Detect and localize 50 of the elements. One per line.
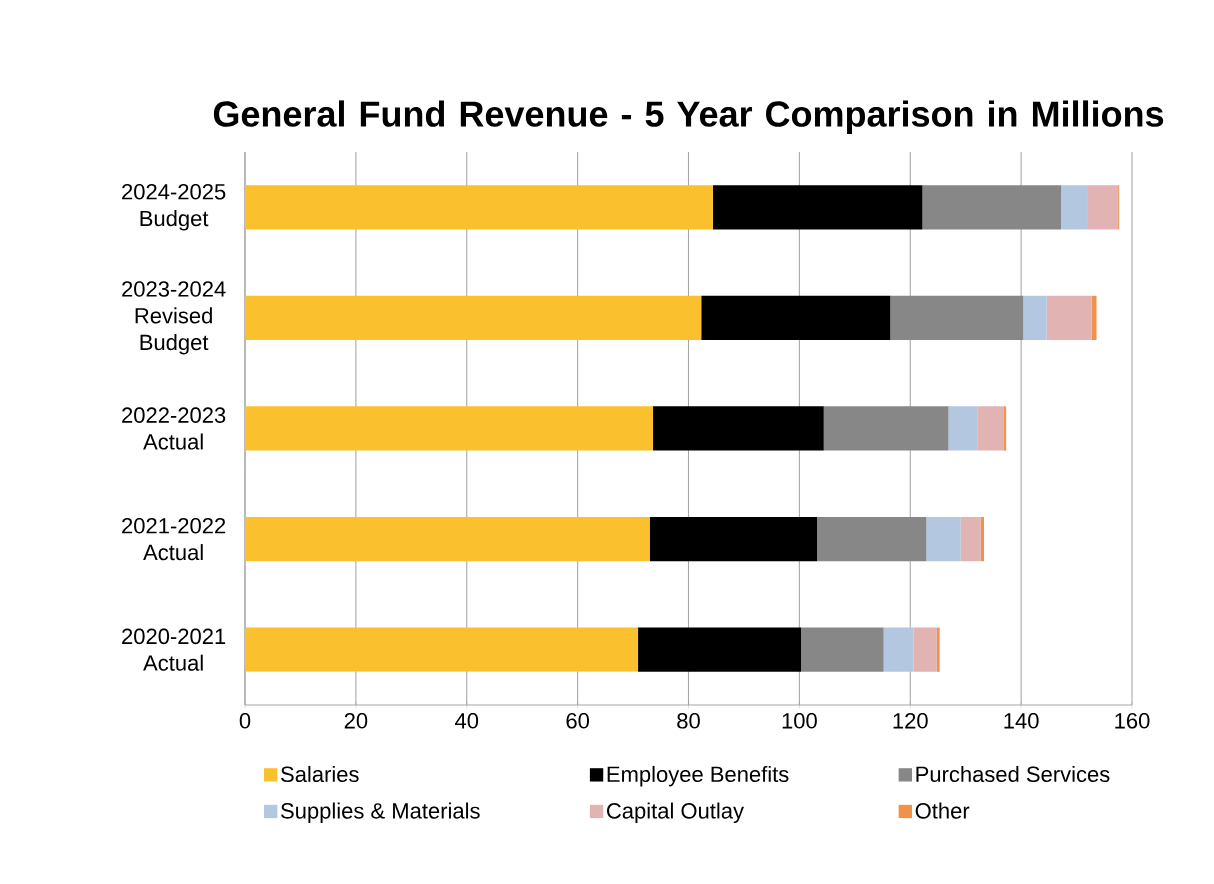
x-tick-label: 120	[893, 713, 928, 729]
y-tick-label: 2020-2021 Actual	[122, 628, 226, 671]
bar	[1023, 295, 1047, 341]
bar	[883, 627, 914, 672]
legend-label: Employee Benefits	[607, 765, 789, 787]
bar	[936, 627, 940, 672]
bar	[245, 406, 654, 451]
bar	[649, 516, 818, 562]
bar	[653, 406, 824, 451]
bar	[817, 516, 927, 562]
legend-label: Supplies & Materials	[281, 802, 480, 823]
y-tick-label: 2022-2023 Actual	[122, 407, 226, 450]
bar	[926, 516, 961, 562]
x-tick-label: 140	[1004, 713, 1039, 729]
bar	[890, 295, 1024, 341]
y-tick-label: 2021-2022 Actual	[122, 517, 226, 561]
bar	[980, 516, 984, 562]
bar	[801, 627, 884, 672]
bar	[245, 185, 713, 230]
bar	[245, 295, 702, 341]
x-tick-label: 60	[566, 713, 589, 729]
x-tick-label: 0	[239, 713, 251, 729]
bar	[245, 627, 639, 672]
bar	[1087, 185, 1119, 230]
bar	[245, 516, 650, 562]
chart-title: General Fund Revenue - 5 Year Comparison in Millions	[213, 100, 1164, 134]
bar	[701, 295, 891, 341]
bar	[913, 627, 937, 672]
bar	[922, 185, 1062, 230]
x-tick-label: 20	[344, 713, 368, 729]
y-tick-label: 2024-2025 Budget	[122, 183, 226, 231]
x-tick-label: 40	[455, 713, 479, 729]
legend-label: Purchased Services	[916, 765, 1110, 783]
legend-label: Salaries	[281, 765, 359, 783]
bar	[1061, 185, 1088, 230]
x-tick-label: 80	[677, 713, 700, 729]
bar	[948, 406, 978, 451]
bar	[638, 627, 802, 672]
x-tick-label: 100	[782, 713, 817, 729]
bar	[960, 516, 981, 562]
y-tick-label: 2023-2024 Revised Budget	[122, 281, 226, 355]
bar	[1003, 406, 1007, 451]
bar	[977, 406, 1004, 451]
bar	[823, 406, 949, 451]
x-tick-label: 160	[1115, 713, 1150, 729]
bar	[1046, 295, 1092, 341]
legend-label: Capital Outlay	[607, 802, 744, 823]
bar	[712, 185, 923, 230]
bar	[1091, 295, 1097, 341]
legend-label: Other	[915, 802, 970, 819]
